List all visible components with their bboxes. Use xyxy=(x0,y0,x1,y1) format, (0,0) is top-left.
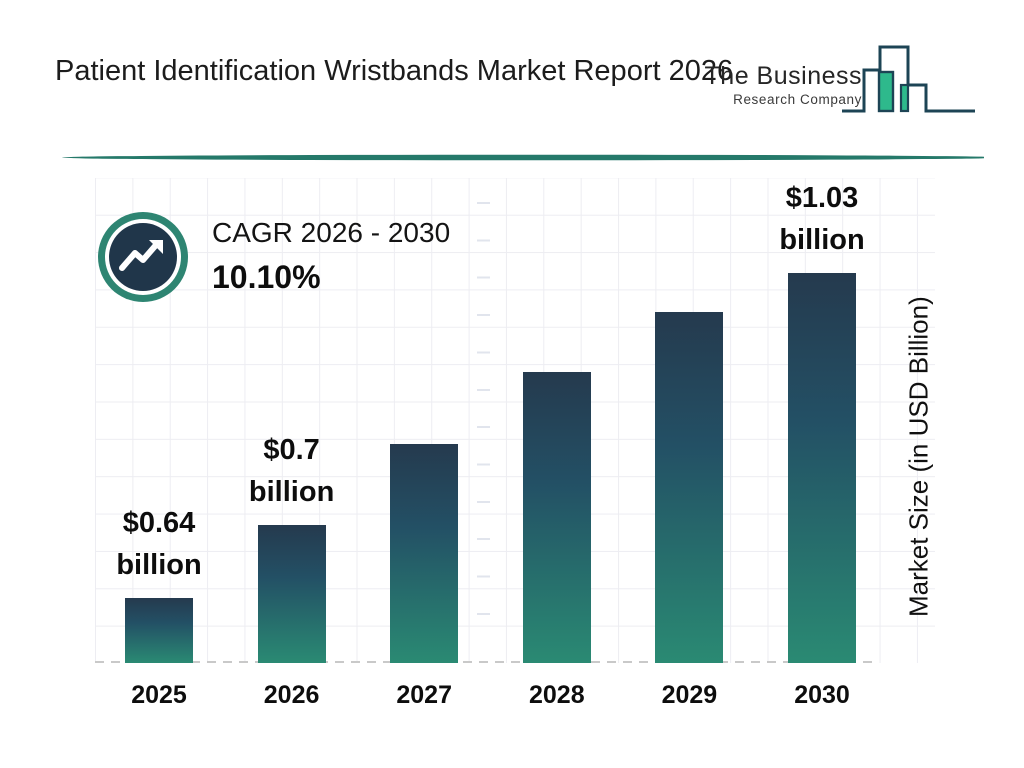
bar-2029 xyxy=(655,312,724,663)
value-label-2025: $0.64 billion xyxy=(116,507,202,581)
value-label-2030: $1.03 billion xyxy=(779,182,865,256)
page-title: Patient Identification Wristbands Market… xyxy=(55,55,734,87)
x-tick-2029: 2029 xyxy=(661,681,718,709)
logo-bars-icon xyxy=(842,45,975,113)
cagr-value: 10.10% xyxy=(212,259,321,295)
header-divider xyxy=(62,154,984,161)
logo-tagline-text: Research Company xyxy=(733,92,862,107)
trending-up-icon xyxy=(98,212,188,302)
logo-name-text: The Business xyxy=(704,62,862,90)
company-logo: The Business Research Company xyxy=(690,36,990,146)
y-axis-title: Market Size (in USD Billion) xyxy=(903,296,934,618)
x-tick-2028: 2028 xyxy=(528,681,585,709)
axis-tick-marks xyxy=(477,202,490,650)
x-axis-baseline xyxy=(95,661,875,663)
x-tick-2030: 2030 xyxy=(794,681,850,709)
x-tick-2026: 2026 xyxy=(263,681,320,709)
value-label-2026: $0.7 billion xyxy=(248,434,335,508)
cagr-callout: CAGR 2026 - 2030 10.10% xyxy=(212,216,450,296)
bar-2026 xyxy=(257,525,326,663)
bar-2030 xyxy=(788,273,856,663)
cagr-period-label: CAGR 2026 - 2030 xyxy=(212,217,451,248)
bar-2027 xyxy=(390,444,459,663)
x-tick-2027: 2027 xyxy=(396,681,452,709)
bar-2028 xyxy=(522,372,591,663)
bar-2025 xyxy=(125,598,193,663)
x-tick-2025: 2025 xyxy=(131,681,187,709)
